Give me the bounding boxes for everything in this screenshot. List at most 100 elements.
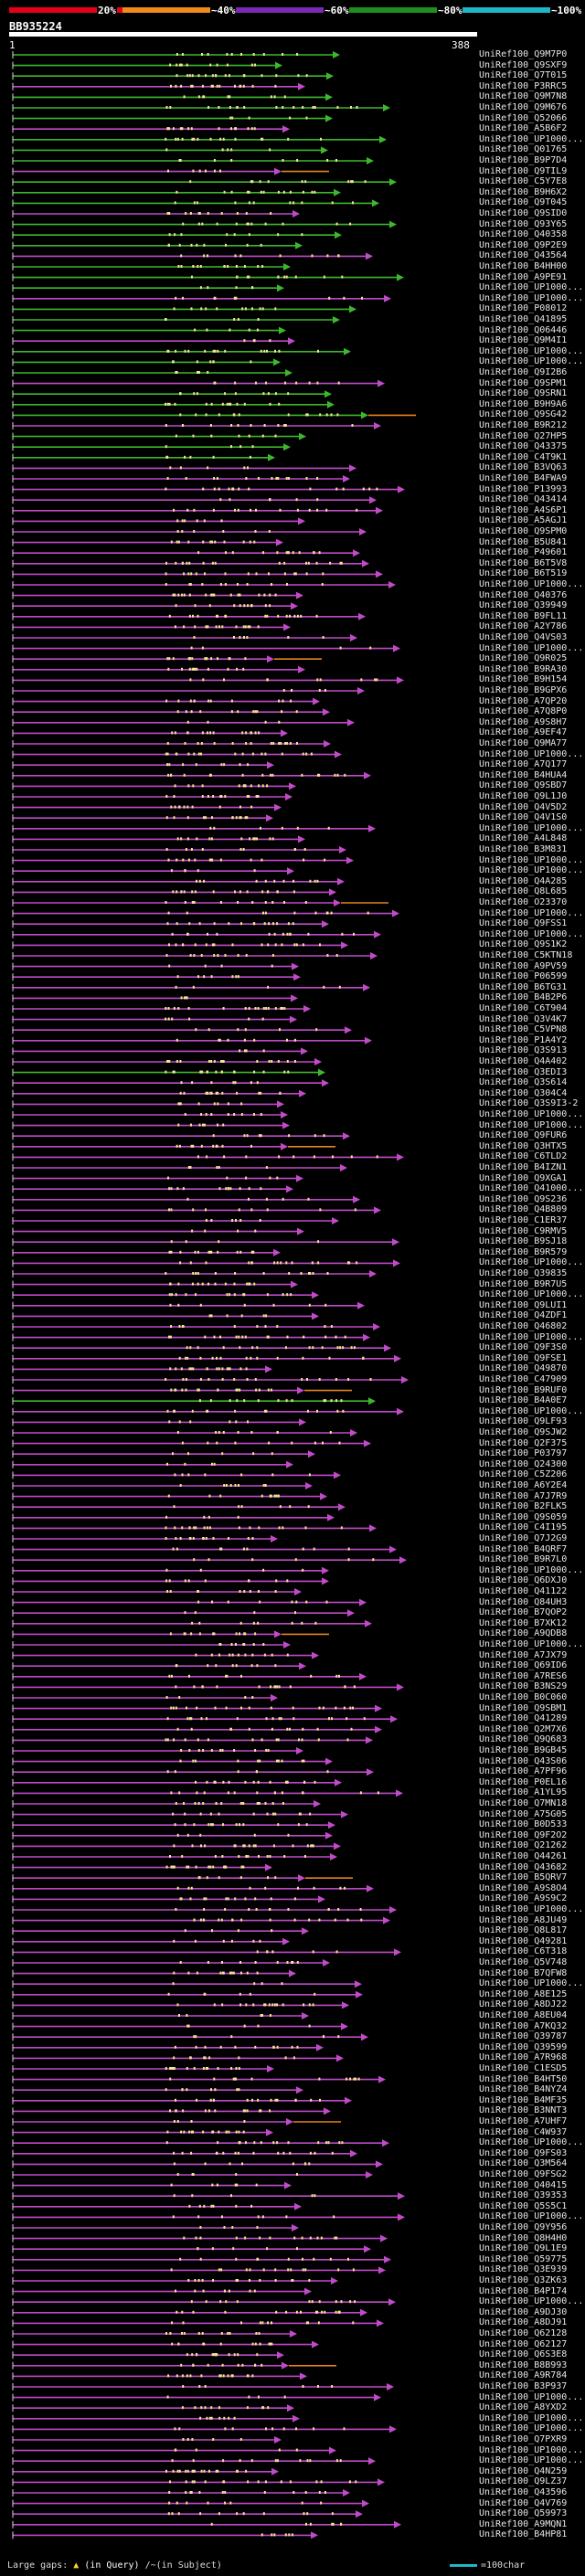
hit-label[interactable]: UniRef100_C4I195 <box>479 1522 568 1533</box>
hit-label[interactable]: UniRef100_Q9F2O2 <box>479 1829 568 1840</box>
hit-label[interactable]: UniRef100_Q9SG42 <box>479 409 568 420</box>
hit-label[interactable]: UniRef100_Q49281 <box>479 1935 568 1946</box>
hit-label[interactable]: UniRef100_A9MQN1 <box>479 2518 568 2529</box>
hit-label[interactable]: UniRef100_Q3E939 <box>479 2264 568 2275</box>
hit-label[interactable]: UniRef100_Q9SBD7 <box>479 780 568 791</box>
hit-label[interactable]: UniRef100_UP1000... <box>479 2455 584 2466</box>
hit-label[interactable]: UniRef100_UP1000... <box>479 865 584 876</box>
hit-label[interactable]: UniRef100_P06599 <box>479 971 568 982</box>
hit-label[interactable]: UniRef100_C5Z206 <box>479 1469 568 1480</box>
hit-label[interactable]: UniRef100_UP1000... <box>479 282 584 293</box>
hit-label[interactable]: UniRef100_Q93Y65 <box>479 218 568 229</box>
hit-label[interactable]: UniRef100_UP1000... <box>479 1331 584 1342</box>
hit-label[interactable]: UniRef100_A9PV59 <box>479 960 568 971</box>
hit-label[interactable]: UniRef100_UP1000... <box>479 822 584 833</box>
hit-label[interactable]: UniRef100_A9S8H7 <box>479 716 568 727</box>
hit-label[interactable]: UniRef100_B5QRV7 <box>479 1872 568 1883</box>
hit-label[interactable]: UniRef100_Q2M7X6 <box>479 1723 568 1734</box>
hit-label[interactable]: UniRef100_B7XK12 <box>479 1617 568 1628</box>
hit-label[interactable]: UniRef100_B9FL11 <box>479 610 568 621</box>
hit-label[interactable]: UniRef100_B4HH00 <box>479 261 568 271</box>
hit-label[interactable]: UniRef100_Q8L685 <box>479 886 568 897</box>
hit-label[interactable]: UniRef100_Q8L817 <box>479 1925 568 1936</box>
hit-label[interactable]: UniRef100_Q39835 <box>479 1268 568 1278</box>
hit-label[interactable]: UniRef100_A7PF96 <box>479 1766 568 1777</box>
hit-label[interactable]: UniRef100_A8DJ91 <box>479 2317 568 2328</box>
hit-label[interactable]: UniRef100_B3NNT3 <box>479 2105 568 2116</box>
hit-label[interactable]: UniRef100_Q4ZDF1 <box>479 1310 568 1321</box>
hit-label[interactable]: UniRef100_Q39353 <box>479 2190 568 2201</box>
hit-label[interactable]: UniRef100_UP1000... <box>479 1109 584 1119</box>
hit-label[interactable]: UniRef100_A5AGJ1 <box>479 515 568 526</box>
hit-label[interactable]: UniRef100_B9GB45 <box>479 1745 568 1755</box>
hit-label[interactable]: UniRef100_Q40376 <box>479 589 568 600</box>
hit-label[interactable]: UniRef100_Q9TIL9 <box>479 165 568 176</box>
hit-label[interactable]: UniRef100_B3VQ63 <box>479 462 568 473</box>
hit-label[interactable]: UniRef100_Q3HTX5 <box>479 1140 568 1151</box>
hit-label[interactable]: UniRef100_Q9S059 <box>479 1511 568 1522</box>
hit-label[interactable]: UniRef100_B0C060 <box>479 1692 568 1702</box>
hit-label[interactable]: UniRef100_UP1000... <box>479 748 584 759</box>
hit-label[interactable]: UniRef100_B7QFW8 <box>479 1967 568 1978</box>
hit-label[interactable]: UniRef100_C9RMV5 <box>479 1225 568 1236</box>
hit-label[interactable]: UniRef100_A7RES6 <box>479 1670 568 1681</box>
hit-label[interactable]: UniRef100_P1A4Y2 <box>479 1034 568 1045</box>
hit-label[interactable]: UniRef100_B4HP81 <box>479 2529 568 2540</box>
hit-label[interactable]: UniRef100_B4HUA4 <box>479 769 568 780</box>
hit-label[interactable]: UniRef100_UP1000... <box>479 356 584 367</box>
hit-label[interactable]: UniRef100_A4L848 <box>479 833 568 844</box>
hit-label[interactable]: UniRef100_B8B993 <box>479 2359 568 2370</box>
hit-label[interactable]: UniRef100_P08012 <box>479 303 568 314</box>
hit-label[interactable]: UniRef100_A8EU04 <box>479 2010 568 2020</box>
hit-label[interactable]: UniRef100_Q4A285 <box>479 875 568 886</box>
hit-label[interactable]: UniRef100_Q9S1K2 <box>479 939 568 950</box>
hit-label[interactable]: UniRef100_Q3ZK63 <box>479 2275 568 2285</box>
hit-label[interactable]: UniRef100_Q24300 <box>479 1458 568 1469</box>
hit-label[interactable]: UniRef100_B9H6X2 <box>479 186 568 197</box>
hit-label[interactable]: UniRef100_Q9LF93 <box>479 1416 568 1427</box>
hit-label[interactable]: UniRef100_P0EL16 <box>479 1776 568 1787</box>
hit-label[interactable]: UniRef100_B9H9A6 <box>479 398 568 409</box>
hit-label[interactable]: UniRef100_Q9L1J0 <box>479 791 568 801</box>
hit-label[interactable]: UniRef100_UP1000... <box>479 1119 584 1130</box>
hit-label[interactable]: UniRef100_A5B6F2 <box>479 123 568 134</box>
hit-label[interactable]: UniRef100_Q9SBM1 <box>479 1702 568 1713</box>
hit-label[interactable]: UniRef100_Q4V1S0 <box>479 812 568 823</box>
hit-label[interactable]: UniRef100_Q3M564 <box>479 2158 568 2169</box>
hit-label[interactable]: UniRef100_UP1000... <box>479 1639 584 1649</box>
hit-label[interactable]: UniRef100_UP1000... <box>479 2423 584 2434</box>
hit-label[interactable]: UniRef100_A6Y2E4 <box>479 1480 568 1490</box>
hit-label[interactable]: UniRef100_Q59775 <box>479 2253 568 2264</box>
hit-label[interactable]: UniRef100_Q46802 <box>479 1321 568 1331</box>
hit-label[interactable]: UniRef100_P13993 <box>479 483 568 494</box>
hit-label[interactable]: UniRef100_Q9T045 <box>479 197 568 208</box>
hit-label[interactable]: UniRef100_Q9SXF9 <box>479 59 568 70</box>
hit-label[interactable]: UniRef100_P3RRC5 <box>479 80 568 91</box>
hit-label[interactable]: UniRef100_C5KTN18 <box>479 950 573 960</box>
hit-label[interactable]: UniRef100_UP1000... <box>479 1405 584 1416</box>
hit-label[interactable]: UniRef100_Q3S9I3-2 <box>479 1098 579 1109</box>
hit-label[interactable]: UniRef100_A9S9C2 <box>479 1893 568 1904</box>
hit-label[interactable]: UniRef100_Q43S06 <box>479 1755 568 1766</box>
hit-label[interactable]: UniRef100_Q2F375 <box>479 1437 568 1448</box>
hit-label[interactable]: UniRef100_C6T318 <box>479 1946 568 1957</box>
hit-label[interactable]: UniRef100_P03797 <box>479 1448 568 1459</box>
hit-label[interactable]: UniRef100_Q40358 <box>479 229 568 240</box>
hit-label[interactable]: UniRef100_A7J7R9 <box>479 1490 568 1501</box>
hit-label[interactable]: UniRef100_B9R212 <box>479 420 568 430</box>
hit-label[interactable]: UniRef100_Q06446 <box>479 324 568 335</box>
hit-label[interactable]: UniRef100_Q6DXJ0 <box>479 1575 568 1586</box>
hit-label[interactable]: UniRef100_Q9S236 <box>479 1193 568 1204</box>
hit-label[interactable]: UniRef100_UP1000... <box>479 2211 584 2222</box>
hit-label[interactable]: UniRef100_Q5S5C1 <box>479 2200 568 2211</box>
hit-label[interactable]: UniRef100_Q9LZ37 <box>479 2476 568 2487</box>
hit-label[interactable]: UniRef100_Q44261 <box>479 1851 568 1861</box>
hit-label[interactable]: UniRef100_B9P7D4 <box>479 155 568 165</box>
hit-label[interactable]: UniRef100_Q4A402 <box>479 1056 568 1066</box>
hit-label[interactable]: UniRef100_Q39949 <box>479 600 568 611</box>
hit-label[interactable]: UniRef100_B2FLK5 <box>479 1501 568 1512</box>
hit-label[interactable]: UniRef100_A9R784 <box>479 2370 568 2381</box>
hit-label[interactable]: UniRef100_UP1000... <box>479 1978 584 1989</box>
hit-label[interactable]: UniRef100_Q9R025 <box>479 653 568 664</box>
hit-label[interactable]: UniRef100_Q62128 <box>479 2328 568 2338</box>
